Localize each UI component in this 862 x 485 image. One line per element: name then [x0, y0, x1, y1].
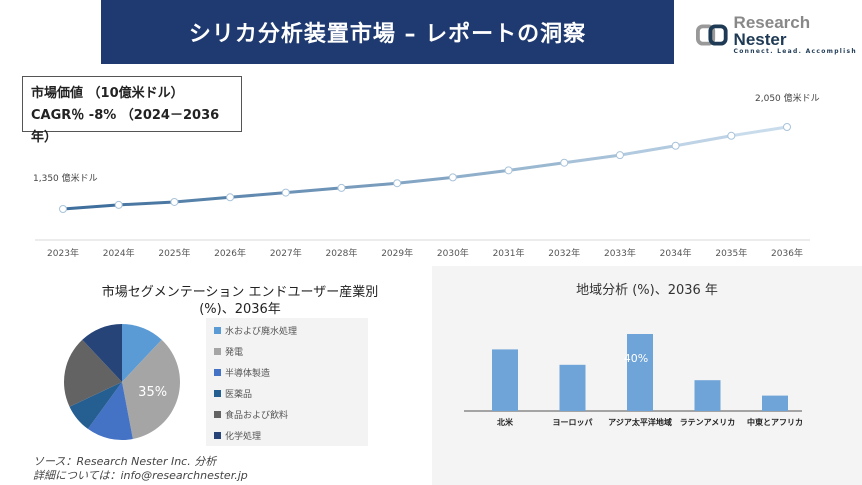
x-tick-label: 2023年 — [47, 247, 79, 259]
pie-slice — [122, 339, 180, 439]
x-tick-label: 2034年 — [660, 247, 692, 259]
legend-label: 食品および飲料 — [225, 411, 289, 421]
x-tick-label: アジア太平洋地域 — [608, 417, 672, 427]
source-line: ソース：Research Nester Inc. 分析 — [33, 455, 217, 468]
x-tick-label: 中東とアフリカ — [747, 417, 803, 427]
pie-slice — [122, 324, 162, 382]
legend-swatch — [214, 369, 221, 376]
segment-pie-chart: 35% — [64, 324, 180, 440]
legend-item: 水および廃水処理 — [214, 320, 360, 341]
pie-slice — [82, 324, 122, 382]
data-point — [560, 158, 569, 167]
pie-slice — [69, 382, 122, 429]
line-segment — [118, 200, 175, 207]
legend-swatch — [214, 411, 221, 418]
source-note: ソース：Research Nester Inc. 分析 詳細については：info… — [33, 455, 248, 483]
data-point — [671, 141, 680, 150]
x-tick-label: 2025年 — [158, 247, 190, 259]
data-point — [783, 123, 791, 131]
market-value-label: 市場価値 （10億米ドル） — [31, 86, 184, 101]
x-tick-label: 2030年 — [437, 247, 469, 259]
data-point — [170, 197, 179, 206]
legend-label: 医薬品 — [225, 390, 253, 400]
line-segment — [174, 195, 231, 204]
legend-label: 半導体製造 — [225, 369, 271, 379]
pie-slice — [87, 382, 133, 440]
logo-tagline: Connect. Lead. Accomplish — [733, 48, 857, 55]
legend-swatch — [214, 390, 221, 397]
last-value-label: 2,050 億米ドル — [755, 92, 820, 104]
data-point — [114, 200, 123, 209]
x-tick-label: 2031年 — [493, 247, 525, 259]
legend-item: 食品および飲料 — [214, 404, 360, 425]
line-segment — [396, 175, 454, 185]
x-tick-label: 2033年 — [604, 247, 636, 259]
legend-item: 化学処理 — [214, 425, 360, 446]
bar — [559, 364, 586, 411]
bar — [762, 395, 788, 411]
x-tick-label: 2035年 — [715, 247, 747, 259]
data-point — [337, 183, 346, 192]
legend-label: 水および廃水処理 — [225, 327, 298, 337]
line-segment — [508, 161, 565, 172]
x-tick-label: 2032年 — [548, 247, 580, 259]
x-tick-label: 2028年 — [326, 247, 358, 259]
legend-label: 化学処理 — [225, 432, 262, 442]
legend-swatch — [214, 432, 221, 439]
x-tick-label: ヨーロッパ — [553, 417, 593, 427]
pie-slice — [64, 339, 122, 407]
legend-item: 医薬品 — [214, 383, 360, 404]
data-point — [393, 179, 402, 188]
legend-item: 半導体製造 — [214, 362, 360, 383]
line-segment — [731, 125, 788, 138]
pie-chart-title: 市場セグメンテーション エンドユーザー産業別 (%)、2036年 — [101, 285, 379, 317]
regional-bar-chart: 地域分析 (%)、2036 年北米 ヨーロッパ 40% アジア太平洋地域 ラテンアメリカ… — [464, 283, 803, 427]
contact-line: 詳細については：info@researchnester.jp — [33, 469, 248, 482]
data-point — [615, 151, 624, 160]
legend-swatch — [214, 327, 221, 334]
x-tick-label: 2029年 — [381, 247, 413, 259]
x-tick-label: 2027年 — [270, 247, 302, 259]
x-tick-label: 2024年 — [103, 247, 135, 259]
bar — [694, 380, 721, 411]
line-segment — [285, 186, 342, 195]
market-line-chart: 2023年 2024年 2025年 2026年 2027年 2028年 2029年 2030年… — [33, 92, 820, 259]
research-nester-logo: Research Nester Connect. Lead. Accomplish — [696, 14, 862, 55]
x-tick-label: 2026年 — [214, 247, 246, 259]
line-segment — [341, 181, 398, 190]
x-tick-label: 2036年 — [771, 247, 803, 259]
legend-label: 発電 — [225, 348, 244, 358]
pie-data-label: 35% — [138, 385, 167, 400]
line-segment — [452, 168, 509, 179]
line-segment — [619, 144, 676, 157]
line-segment — [229, 191, 286, 199]
legend-swatch — [214, 348, 221, 355]
x-tick-label: ラテンアメリカ — [680, 418, 736, 427]
bar — [492, 349, 518, 411]
data-point — [727, 131, 736, 140]
bar-chart-title: 地域分析 (%)、2036 年 — [576, 283, 718, 298]
first-value-label: 1,350 億米ドル — [33, 172, 98, 184]
legend-item: 発電 — [214, 341, 360, 362]
data-point — [504, 166, 513, 175]
line-segment — [564, 153, 621, 165]
logo-mark-icon — [696, 23, 728, 46]
page-title: シリカ分析装置市場 – レポートの洞察 — [188, 22, 587, 47]
bar — [627, 334, 653, 411]
data-point — [448, 173, 457, 182]
data-point — [281, 188, 290, 197]
logo-text: Research Nester — [733, 13, 811, 49]
data-point — [59, 205, 67, 213]
x-tick-label: 北米 — [497, 417, 514, 427]
line-segment — [675, 134, 732, 148]
line-segment — [62, 203, 119, 211]
page-title-banner: シリカ分析装置市場 – レポートの洞察 — [101, 0, 674, 64]
market-info-box: 市場価値 （10億米ドル） CAGR％ -8% （2024－2036年） — [22, 76, 242, 145]
pie-legend: 水および廃水処理 発電半導体製造医薬品食品および飲料 化学処理 — [206, 318, 368, 446]
bar-data-label: 40% — [624, 352, 648, 365]
cagr-label: CAGR％ -8% （2024－2036年） — [31, 108, 220, 145]
data-point — [226, 193, 235, 202]
